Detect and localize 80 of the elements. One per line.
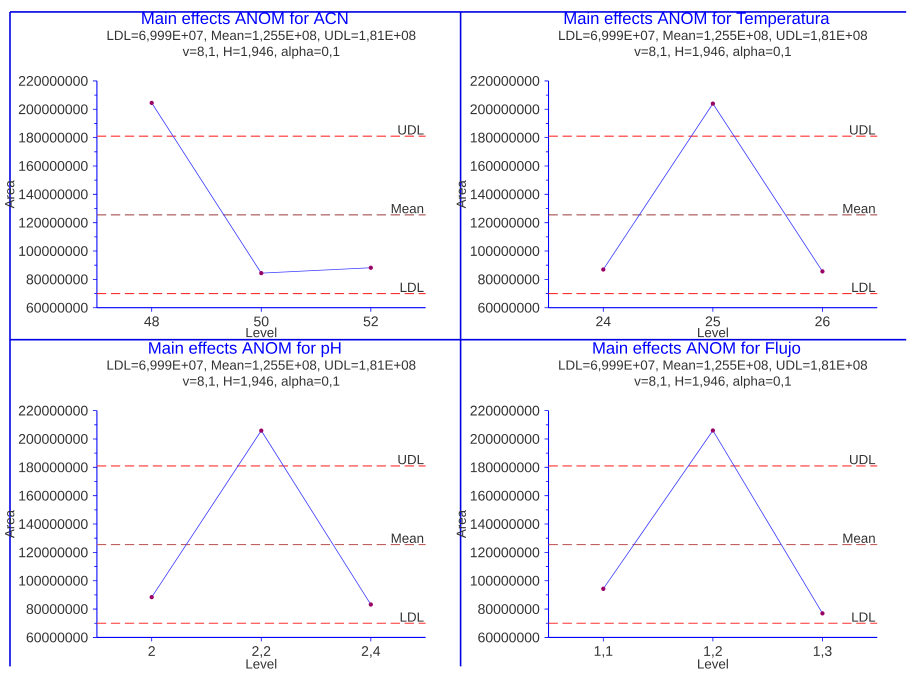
y-tick-label: 160000000 [19,490,88,501]
x-tick-label: 1,1 [594,646,612,658]
x-tick-label: 25 [706,316,720,326]
y-tick-label: 120000000 [470,547,540,558]
chart-title: Main effects ANOM for Flujo [593,342,800,358]
ref-line-label: Mean [392,204,424,214]
x-tick-label: 2,4 [362,646,380,658]
x-tick-label: 48 [144,316,159,326]
y-tick-label: 200000000 [18,104,88,114]
x-tick-label: 50 [254,316,268,326]
x-tick-label: 1,2 [704,646,722,658]
y-tick-label: 100000000 [19,246,88,256]
ref-line-label: Mean [843,534,875,543]
ref-line-label: UDL [850,125,876,135]
y-tick-label: 200000000 [18,434,88,444]
chart-subtitle: LDL=6,999E+07, Mean=1,255E+08, UDL=1,81E+08 [108,30,416,42]
y-tick-label: 180000000 [19,462,88,472]
y-tick-label: 220000000 [470,76,540,86]
y-tick-label: 100000000 [470,576,540,586]
y-tick-label: 180000000 [19,132,88,143]
ref-line-label: LDL [852,612,876,622]
y-tick-label: 180000000 [470,462,540,472]
y-tick-label: 160000000 [470,160,540,171]
y-tick-label: 100000000 [470,246,540,256]
ref-line-label: UDL [398,125,424,135]
y-tick-label: 140000000 [470,189,540,200]
chart-title: Main effects ANOM for pH [149,342,340,358]
y-tick-label: 140000000 [19,189,88,200]
x-axis-title: Level [246,658,276,669]
x-tick-label: 52 [364,316,378,326]
y-tick-label: 180000000 [470,132,540,143]
y-tick-label: 140000000 [470,519,540,529]
ref-line-label: Mean [392,534,424,543]
y-tick-label: 120000000 [19,547,88,558]
x-axis-title: Level [698,658,728,669]
x-axis-title: Level [246,327,276,338]
y-tick-label: 80000000 [26,274,88,284]
ref-line-label: LDL [400,282,424,292]
ref-line-label: LDL [400,612,424,622]
y-tick-label: 140000000 [19,519,88,529]
y-tick-label: 120000000 [470,218,540,228]
ref-line-label: UDL [398,454,424,464]
chart-subtitle: LDL=6,999E+07, Mean=1,255E+08, UDL=1,81E+08 [559,30,868,42]
text: v=8,1, H=1,946, alpha=0,1 [634,46,791,59]
chart-title: Main effects ANOM for ACN [142,12,348,24]
text: v=8,1, H=1,946, alpha=0,1 [182,46,340,59]
y-tick-label: 160000000 [19,160,88,171]
x-tick-label: 2 [148,646,155,656]
y-tick-label: 80000000 [26,604,88,614]
y-tick-label: 220000000 [18,76,88,86]
y-tick-label: 60000000 [26,632,88,642]
x-tick-label: 1,3 [814,646,832,658]
x-tick-label: 24 [596,316,611,326]
ref-line-label: UDL [850,454,876,464]
chart-subtitle: LDL=6,999E+07, Mean=1,255E+08, UDL=1,81E+08 [108,360,416,372]
y-tick-label: 120000000 [19,218,88,228]
x-tick-label: 2,2 [252,646,270,658]
ref-line-label: Mean [843,204,875,214]
y-tick-label: 200000000 [470,434,540,444]
y-tick-label: 60000000 [26,302,88,313]
y-axis-title: Area [5,180,14,208]
y-axis-title: Area [5,510,14,538]
y-tick-label: 220000000 [470,406,540,416]
y-tick-label: 100000000 [19,576,88,586]
y-tick-label: 80000000 [478,604,540,614]
text: v=8,1, H=1,946, alpha=0,1 [182,376,340,388]
chart-title: Main effects ANOM for Temperatura [564,12,830,28]
text: v=8,1, H=1,946, alpha=0,1 [634,376,791,388]
x-tick-label: 26 [815,316,830,326]
y-tick-label: 200000000 [470,104,540,114]
x-axis-title: Level [698,327,728,338]
ref-line-label: LDL [852,282,876,292]
y-axis-title: Area [456,510,466,538]
chart-subtitle: LDL=6,999E+07, Mean=1,255E+08, UDL=1,81E+08 [559,360,868,372]
y-tick-label: 160000000 [470,490,540,501]
y-tick-label: 60000000 [478,632,540,642]
y-tick-label: 80000000 [478,274,540,284]
y-tick-label: 220000000 [18,406,88,416]
y-axis-title: Area [456,180,466,208]
y-tick-label: 60000000 [478,302,540,313]
